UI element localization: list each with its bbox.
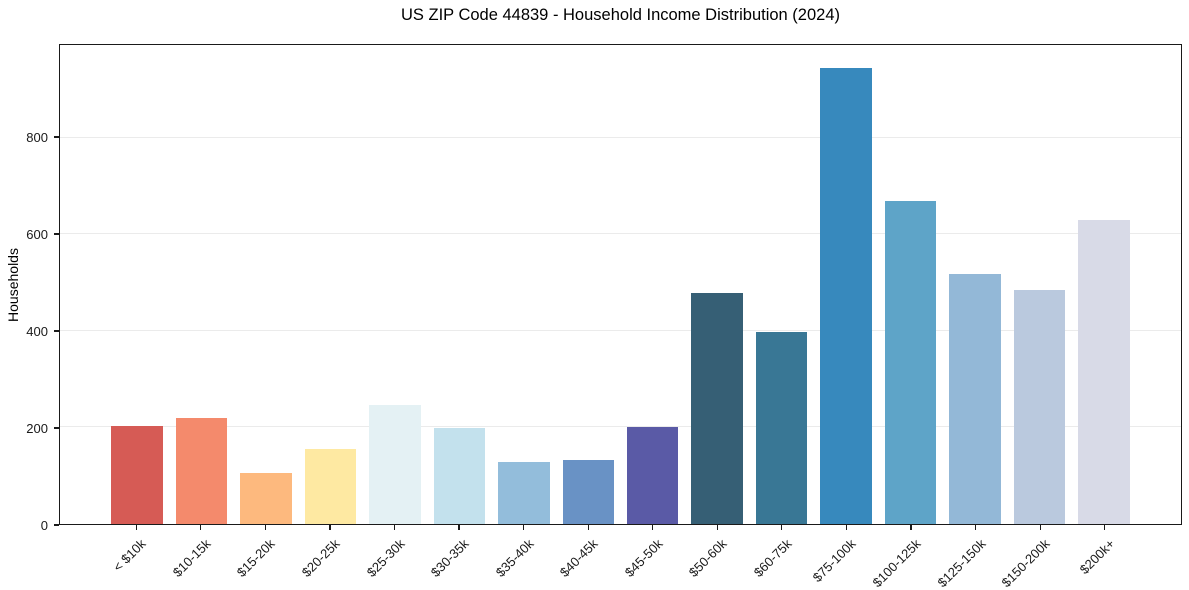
bar-100-125k: [884, 201, 937, 524]
bars-container: [60, 45, 1181, 524]
bar-150-200k: [1013, 290, 1066, 524]
bar-slot: [1007, 45, 1071, 524]
x-tick-label: $75-100k: [810, 536, 860, 585]
bar-15-20k: [240, 473, 292, 524]
x-tick-mark: [910, 525, 912, 530]
x-tick-label: $20-25k: [298, 536, 343, 580]
bar-slot: [427, 45, 491, 524]
y-tick-mark: [54, 233, 59, 235]
x-tick-mark: [264, 525, 266, 530]
bar-60-75k: [755, 331, 808, 524]
y-tick-mark: [54, 427, 59, 429]
x-tick-label: $50-60k: [686, 536, 730, 580]
bar-10k: [111, 425, 163, 524]
bar-75-100k: [820, 67, 872, 524]
bar-25-30k: [369, 404, 421, 524]
x-tick-label: $100-125k: [869, 536, 924, 590]
x-tick-mark: [329, 525, 331, 530]
x-tick-label: $150-200k: [998, 536, 1053, 590]
x-tick-label: $200k+: [1076, 536, 1118, 578]
bar-slot: [169, 45, 233, 524]
gridline-200: [60, 426, 1181, 428]
chart-title: US ZIP Code 44839 - Household Income Dis…: [400, 6, 840, 24]
y-tick-label: 800: [26, 129, 48, 145]
bar-slot: [234, 45, 298, 524]
bar-slot: [105, 45, 169, 524]
bar-slot: [878, 45, 942, 524]
bar-slot: [492, 45, 556, 524]
x-tick-mark: [523, 525, 525, 530]
x-tick-label: $60-75k: [750, 536, 795, 580]
y-tick-mark: [54, 330, 59, 332]
x-tick-label: $40-45k: [556, 536, 601, 580]
x-tick-mark: [652, 525, 654, 530]
y-tick-mark: [54, 524, 59, 526]
bar-30-35k: [433, 428, 486, 524]
bar-200k: [1078, 219, 1130, 524]
y-tick-label: 0: [40, 517, 48, 533]
x-tick-mark: [845, 525, 848, 530]
bar-slot: [363, 45, 427, 524]
x-tick-label: < $10k: [110, 536, 149, 575]
x-tick-mark: [393, 525, 396, 530]
y-tick-label: 400: [26, 323, 48, 339]
x-tick-mark: [716, 525, 718, 530]
x-tick-label: $35-40k: [492, 536, 537, 580]
x-tick-label: $25-30k: [363, 536, 408, 580]
x-tick-mark: [587, 525, 589, 530]
x-tick-mark: [1039, 525, 1041, 530]
bar-125-150k: [949, 274, 1001, 524]
bar-slot: [621, 45, 685, 524]
bar-slot: [943, 45, 1007, 524]
bar-35-40k: [498, 462, 550, 524]
x-tick-mark: [135, 525, 137, 530]
x-tick-label: $15-20k: [234, 536, 279, 580]
x-tick-mark: [781, 525, 783, 530]
plot-area: [59, 44, 1182, 525]
x-tick-mark: [200, 525, 202, 530]
gridline-400: [60, 329, 1181, 331]
bar-10-15k: [175, 417, 228, 524]
y-tick-mark: [54, 136, 59, 138]
y-tick-label: 600: [26, 226, 48, 242]
x-tick-label: $45-50k: [621, 536, 666, 580]
y-axis-label: Households: [5, 248, 21, 322]
x-tick-mark: [974, 525, 977, 530]
bar-40-45k: [562, 460, 615, 524]
bar-45-50k: [626, 427, 679, 524]
x-tick-label: $10-15k: [169, 536, 214, 580]
bar-slot: [298, 45, 362, 524]
bar-20-25k: [304, 449, 357, 524]
gridline-800: [60, 136, 1181, 138]
bar-slot: [814, 45, 878, 524]
bar-slot: [1072, 45, 1136, 524]
bar-slot: [556, 45, 620, 524]
bar-50-60k: [691, 293, 743, 524]
bar-slot: [749, 45, 813, 524]
x-tick-mark: [458, 525, 460, 530]
gridline-600: [60, 233, 1181, 235]
x-tick-label: $125-150k: [934, 536, 989, 590]
x-tick-mark: [1104, 525, 1106, 530]
x-tick-label: $30-35k: [427, 536, 472, 580]
y-tick-label: 200: [26, 420, 48, 436]
bar-slot: [685, 45, 749, 524]
